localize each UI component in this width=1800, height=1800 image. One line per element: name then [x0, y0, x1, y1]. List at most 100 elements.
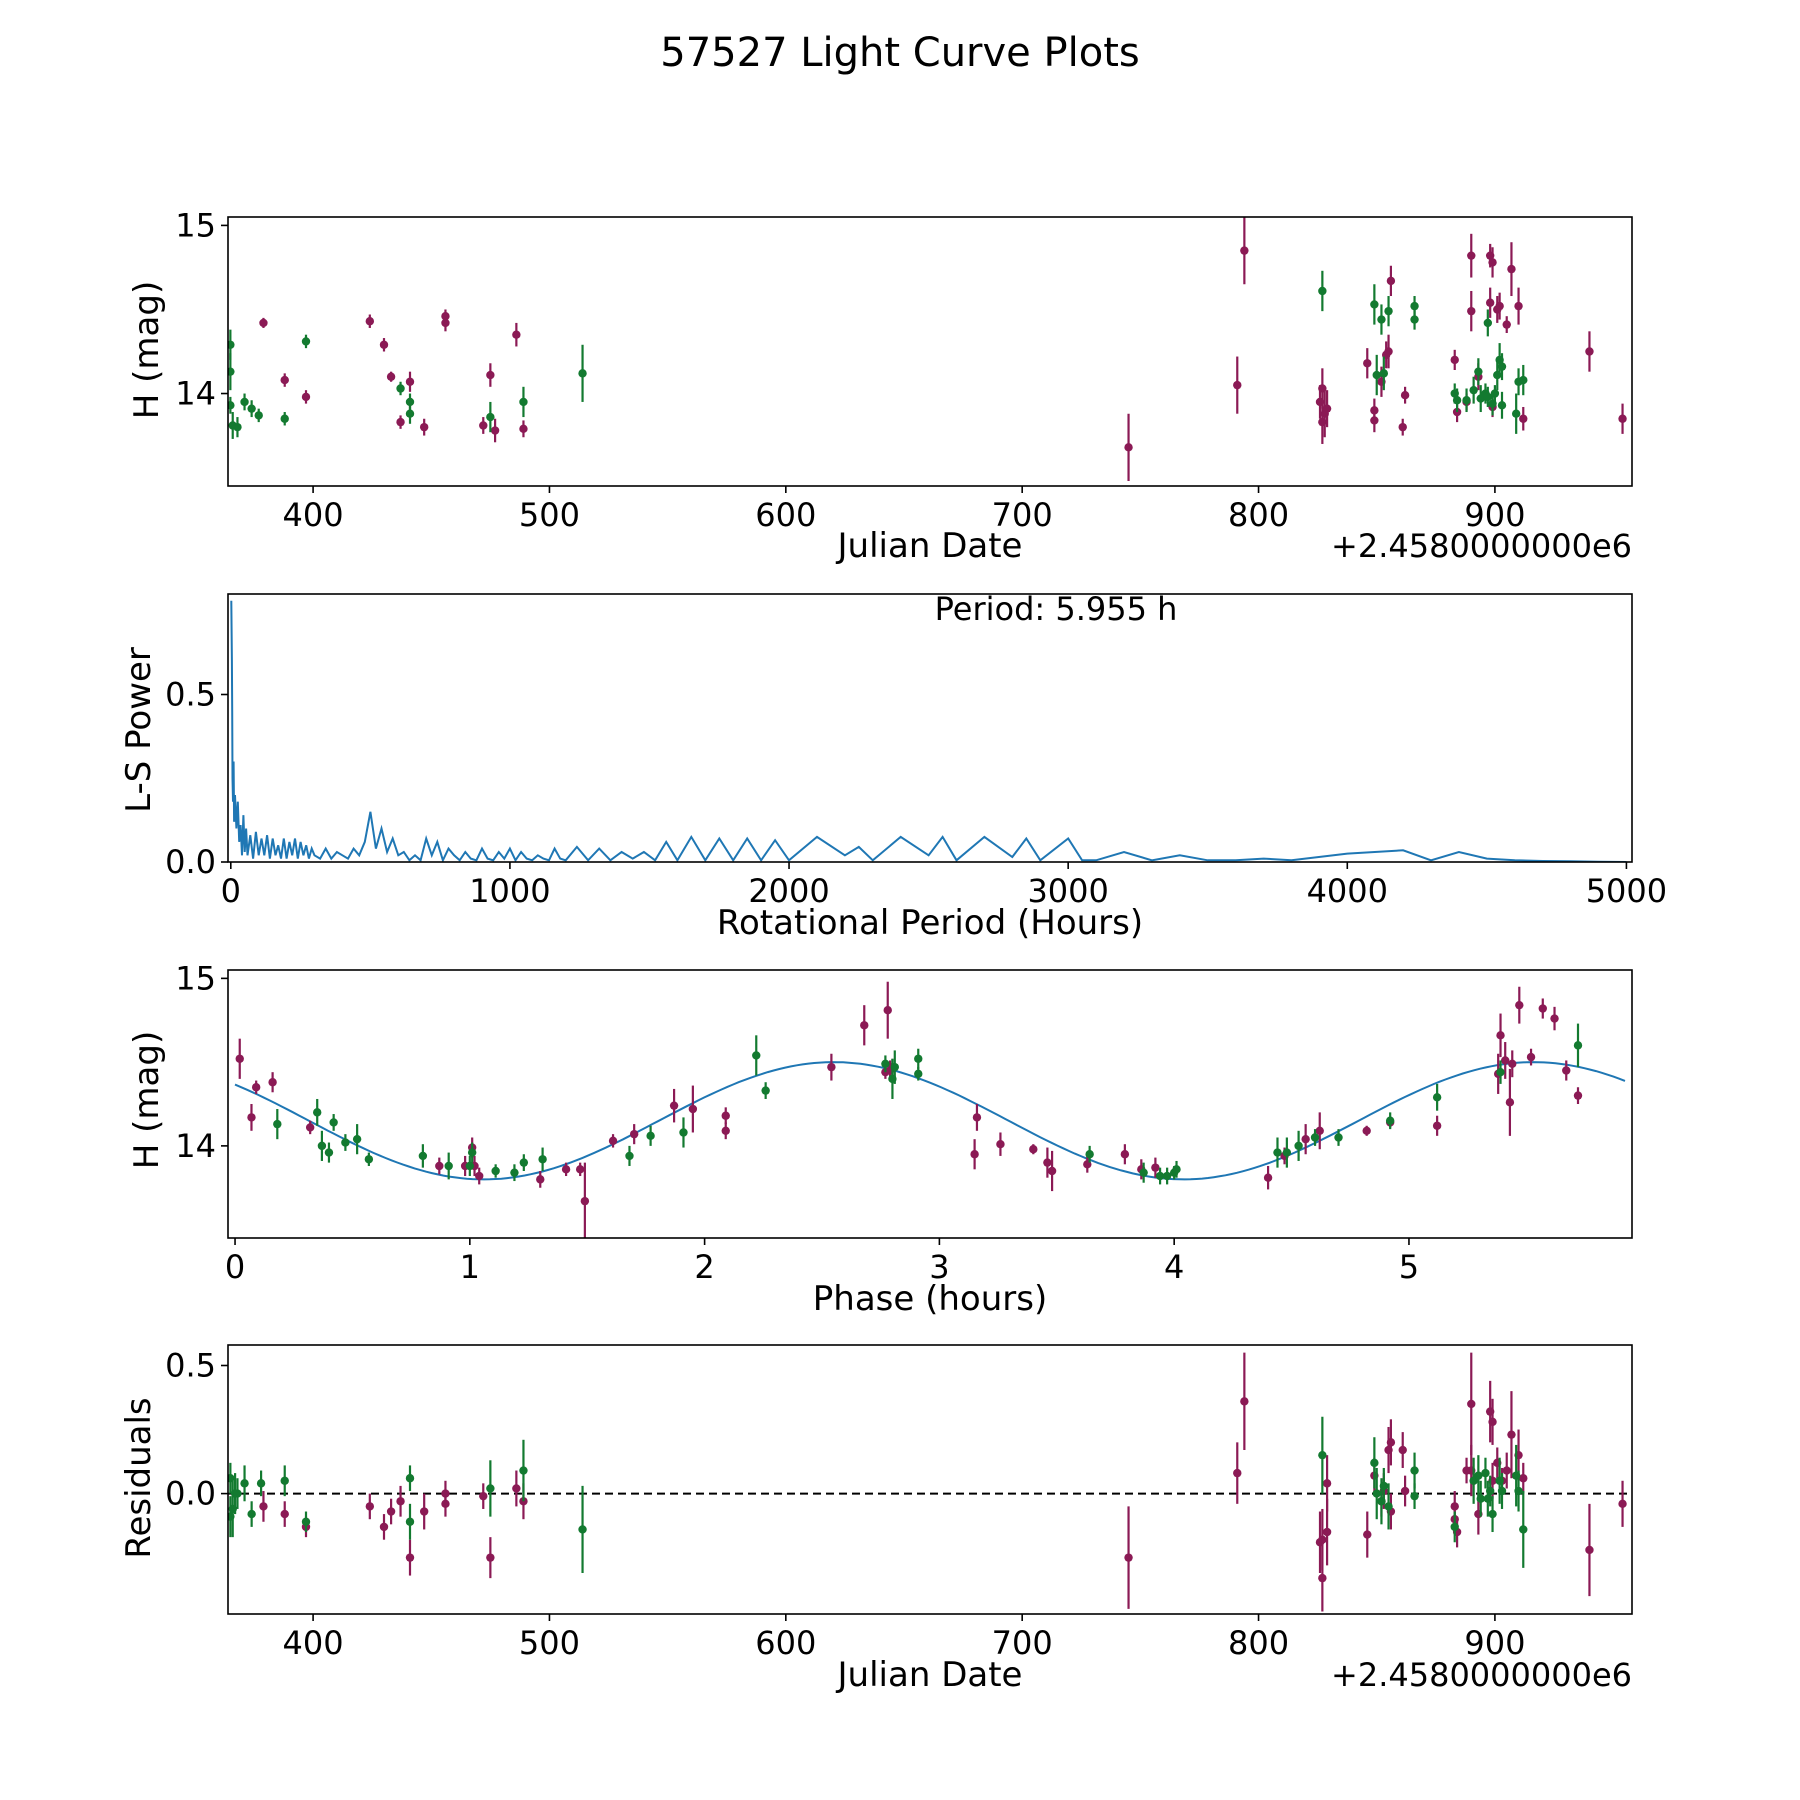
lightcurve-data-point [1318, 286, 1327, 296]
residuals-data-point [479, 1491, 488, 1501]
phasefold-data-point [1508, 1059, 1517, 1069]
residuals-data-point [1410, 1491, 1419, 1501]
lightcurve-data-point [1400, 391, 1410, 400]
residuals-data-point [1370, 1458, 1379, 1468]
phasefold-data-point [890, 1062, 899, 1072]
residuals-data-point [1585, 1545, 1594, 1555]
lightcurve-data-point [1469, 385, 1478, 395]
residuals-data-point [1379, 1481, 1389, 1491]
lightcurve-data-point [1483, 392, 1493, 402]
lightcurve-data-point [419, 422, 429, 432]
phasefold-data-point [646, 1131, 655, 1141]
residuals-x-axis-label: Julian Date [836, 1655, 1023, 1695]
phasefold-data-point [625, 1151, 634, 1161]
lightcurve-data-point [1452, 396, 1462, 405]
phasefold-data-point [1139, 1168, 1148, 1177]
phasefold-data-point [608, 1136, 618, 1146]
phasefold-data-point [970, 1150, 979, 1159]
phasefold-x-tick-label: 2 [694, 1248, 714, 1286]
residuals-data-layer [228, 1352, 1632, 1612]
residuals-data-point [280, 1509, 289, 1519]
lightcurve-data-point [1497, 362, 1507, 371]
phasefold-data-point [418, 1151, 428, 1161]
periodogram-series-line [230, 600, 1627, 862]
lightcurve-data-point [254, 411, 263, 420]
residuals-x-tick-label: 900 [1464, 1624, 1525, 1662]
lightcurve-y-tick-label: 14 [175, 375, 216, 413]
phasefold-data-point [324, 1148, 334, 1157]
residuals-x-tick-label: 800 [1228, 1624, 1289, 1662]
residuals-data-point [405, 1517, 415, 1526]
phasefold-data-point [538, 1155, 547, 1164]
lightcurve-data-point [228, 401, 235, 410]
lightcurve-plot-area: 400 500 600 700 800 900 14 15 [175, 206, 1633, 534]
lightcurve-data-point [1372, 370, 1381, 380]
phasefold-plot-area: 0 1 2 3 4 5 14 15 [175, 959, 1633, 1286]
residuals-data-point [1450, 1522, 1459, 1532]
phasefold-data-point [313, 1108, 322, 1117]
residuals-data-point [1322, 1527, 1332, 1537]
phasefold-data-point [491, 1166, 500, 1176]
lightcurve-data-point [1514, 301, 1523, 311]
phasefold-data-point [329, 1118, 338, 1127]
residuals-data-point [1507, 1430, 1516, 1439]
residuals-data-point [1363, 1530, 1372, 1539]
phasefold-data-point [1315, 1126, 1324, 1136]
phasefold-data-point [1496, 1031, 1505, 1040]
phasefold-x-tick-label: 4 [1164, 1248, 1184, 1286]
lightcurve-data-point [519, 424, 528, 434]
residuals-data-point [1398, 1445, 1407, 1455]
phasefold-data-point [1120, 1150, 1130, 1159]
lightcurve-data-point [259, 318, 268, 328]
residuals-data-point [519, 1466, 528, 1475]
residuals-x-offset-label: +2.4580000000e6 [1331, 1656, 1632, 1694]
lightcurve-data-point [1519, 414, 1528, 423]
lightcurve-data-point [301, 392, 311, 402]
periodogram-x-tick-label: 4000 [1307, 872, 1388, 910]
lightcurve-data-point [1398, 422, 1407, 432]
lightcurve-data-point [441, 311, 450, 321]
residuals-y-tick-label: 0.5 [165, 1346, 216, 1384]
lightcurve-data-layer [228, 217, 1627, 481]
phasefold-data-point [1047, 1166, 1057, 1176]
residuals-data-point [1318, 1535, 1327, 1544]
phasefold-model-curve [234, 1061, 1626, 1181]
phasefold-data-point [881, 1059, 890, 1069]
lightcurve-y-axis-label: H (mag) [127, 281, 167, 419]
phasefold-data-point [1573, 1041, 1583, 1050]
lightcurve-y-tick-label: 15 [175, 206, 216, 244]
phasefold-y-axis-label: H (mag) [127, 1031, 167, 1169]
residuals-data-point [1488, 1417, 1497, 1427]
periodogram-data-layer [230, 600, 1627, 862]
phasefold-data-point [629, 1129, 639, 1139]
lightcurve-data-point [247, 404, 256, 413]
residuals-data-point [365, 1502, 375, 1511]
residuals-data-point [1519, 1474, 1528, 1483]
lightcurve-data-point [1495, 301, 1504, 311]
periodogram-plot-area: 0 1000 2000 3000 4000 5000 0.0 0.5 [165, 593, 1667, 910]
lightcurve-data-point [1483, 318, 1493, 328]
periodogram-y-tick-label: 0.5 [165, 676, 216, 714]
lightcurve-data-point [396, 417, 405, 427]
phasefold-data-point [465, 1161, 475, 1171]
phasefold-data-point [435, 1161, 444, 1171]
phasefold-data-point [669, 1101, 679, 1110]
lightcurve-data-point [486, 412, 495, 422]
lightcurve-data-point [1502, 320, 1511, 329]
lightcurve-axes-frame [227, 216, 1633, 487]
lightcurve-data-point [1322, 404, 1332, 413]
lightcurve-data-point [1370, 300, 1379, 309]
lightcurve-x-offset-label: +2.4580000000e6 [1331, 527, 1632, 565]
phasefold-data-point [1162, 1171, 1172, 1181]
residuals-data-point [1502, 1466, 1511, 1475]
lightcurve-data-point [1462, 396, 1471, 405]
residuals-plot-area: 400 500 600 700 800 900 0.0 0.5 [165, 1344, 1633, 1662]
lightcurve-data-point [1474, 367, 1483, 376]
phasefold-data-point [341, 1138, 350, 1147]
phasefold-data-point [1573, 1091, 1583, 1100]
residuals-data-point [1386, 1438, 1396, 1447]
periodogram-x-tick-label: 5000 [1586, 872, 1667, 910]
phasefold-data-point [972, 1113, 982, 1122]
residuals-data-point [280, 1476, 289, 1485]
phasefold-data-point [467, 1148, 477, 1157]
